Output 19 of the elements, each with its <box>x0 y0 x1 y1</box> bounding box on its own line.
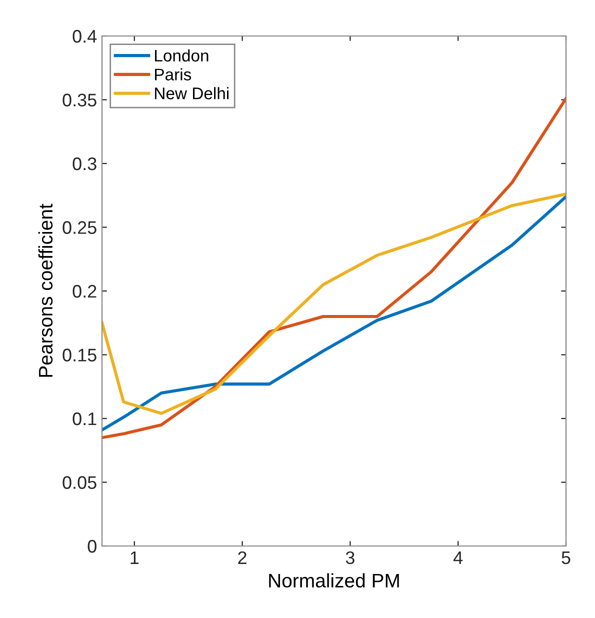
y-tick-label: 0.25 <box>62 221 96 234</box>
x-tick-label: 5 <box>562 552 570 564</box>
y-tick-label: 0.4 <box>72 30 97 43</box>
x-tick-label: 1 <box>130 552 139 564</box>
legend-label: Paris <box>155 68 192 80</box>
y-tick-label: 0.35 <box>62 94 96 106</box>
x-axis-title: Normalized PM <box>269 573 399 588</box>
x-tick-label: 4 <box>453 552 463 564</box>
x-tick-label: 2 <box>238 551 246 564</box>
y-axis-title: Pearsons coefficient <box>38 204 53 377</box>
y-tick-label: 0.3 <box>72 157 96 170</box>
legend-label: London <box>155 49 208 62</box>
y-tick-label: 0.05 <box>62 476 96 489</box>
y-tick-label: 0.15 <box>62 348 96 362</box>
y-tick-label: 0.2 <box>72 284 96 298</box>
legend-label: New Delhi <box>155 87 228 100</box>
y-tick-label: 0 <box>88 540 96 553</box>
y-tick-label: 0.1 <box>72 412 96 426</box>
x-tick-label: 3 <box>346 551 354 564</box>
